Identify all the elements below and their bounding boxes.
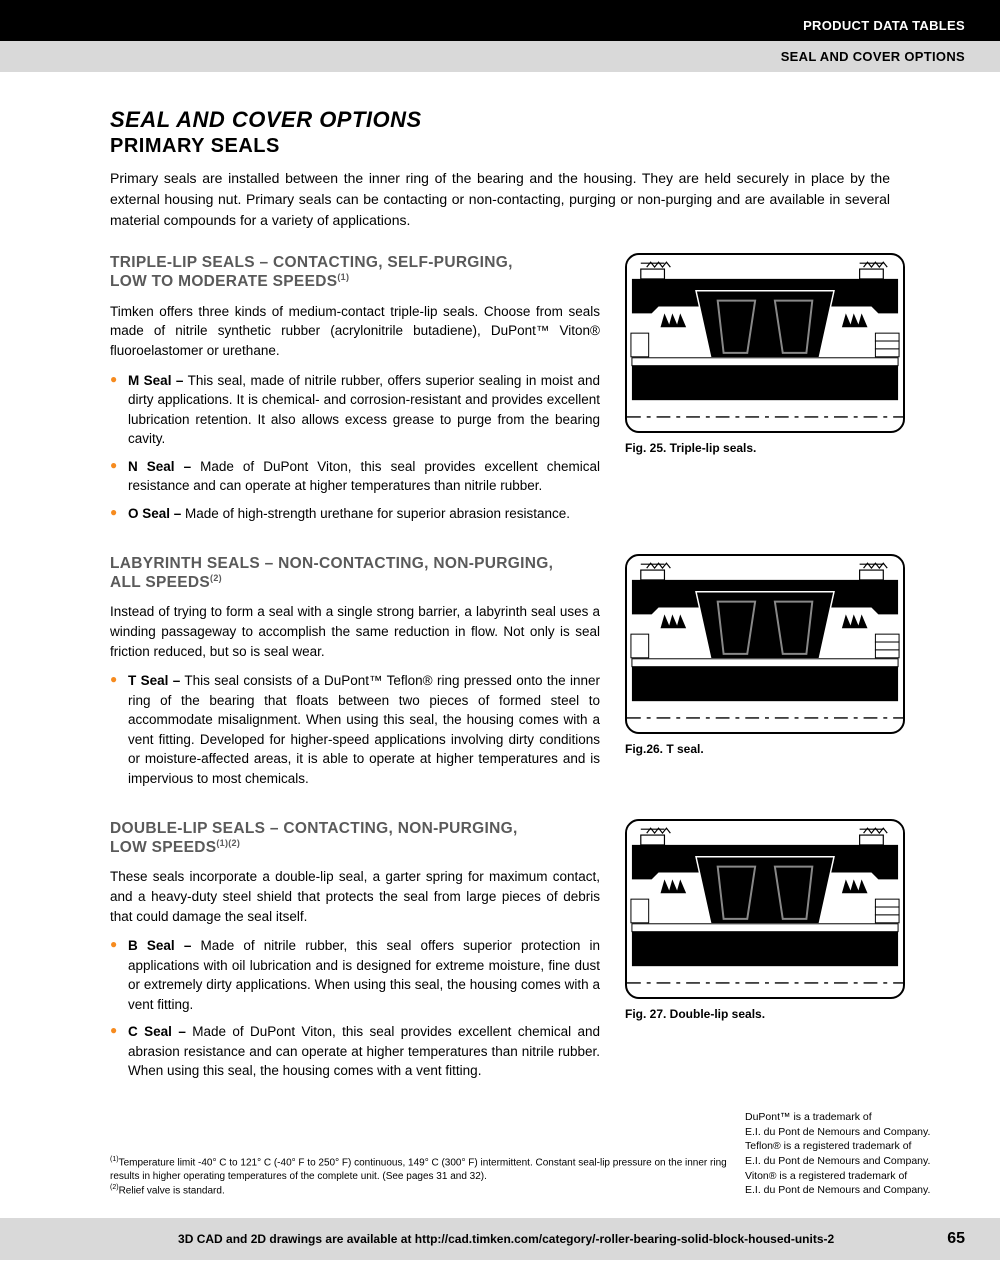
labyrinth-row: LABYRINTH SEALS – NON-CONTACTING, NON-PU… <box>110 554 965 797</box>
header-grey-bar: SEAL AND COVER OPTIONS <box>0 41 1000 72</box>
page-number: 65 <box>947 1230 965 1248</box>
labyrinth-heading: LABYRINTH SEALS – NON-CONTACTING, NON-PU… <box>110 554 600 593</box>
list-item: O Seal – Made of high-strength urethane … <box>110 504 600 524</box>
fig-26-caption: Fig.26. T seal. <box>625 742 905 756</box>
subsection-title: PRIMARY SEALS <box>110 135 965 158</box>
triple-heading: TRIPLE-LIP SEALS – CONTACTING, SELF-PURG… <box>110 253 600 292</box>
header-black-bar: PRODUCT DATA TABLES <box>0 0 1000 41</box>
list-item: T Seal – This seal consists of a DuPont™… <box>110 671 600 788</box>
intro-paragraph: Primary seals are installed between the … <box>110 168 890 231</box>
header-grey-text: SEAL AND COVER OPTIONS <box>781 49 965 64</box>
triple-lip-row: TRIPLE-LIP SEALS – CONTACTING, SELF-PURG… <box>110 253 965 532</box>
bottom-notes-row: (1)Temperature limit -40° C to 121° C (-… <box>110 1095 965 1198</box>
footer-bar: 3D CAD and 2D drawings are available at … <box>0 1218 1000 1260</box>
triple-para: Timken offers three kinds of medium-cont… <box>110 302 600 361</box>
list-item: B Seal – Made of nitrile rubber, this se… <box>110 936 600 1014</box>
footer-text: 3D CAD and 2D drawings are available at … <box>65 1232 947 1246</box>
section-title: SEAL AND COVER OPTIONS <box>110 107 965 133</box>
fig-27-caption: Fig. 27. Double-lip seals. <box>625 1007 905 1021</box>
page-content: SEAL AND COVER OPTIONS PRIMARY SEALS Pri… <box>0 72 1000 1218</box>
fig-25-diagram <box>625 253 905 433</box>
double-para: These seals incorporate a double-lip sea… <box>110 867 600 926</box>
double-list: B Seal – Made of nitrile rubber, this se… <box>110 936 600 1081</box>
list-item: M Seal – This seal, made of nitrile rubb… <box>110 371 600 449</box>
fig-26-diagram <box>625 554 905 734</box>
trademark-notice: DuPont™ is a trademark of E.I. du Pont d… <box>745 1110 965 1198</box>
header-black-text: PRODUCT DATA TABLES <box>803 18 965 33</box>
double-lip-row: DOUBLE-LIP SEALS – CONTACTING, NON-PURGI… <box>110 819 965 1090</box>
footnotes: (1)Temperature limit -40° C to 121° C (-… <box>110 1155 730 1198</box>
labyrinth-list: T Seal – This seal consists of a DuPont™… <box>110 671 600 788</box>
labyrinth-para: Instead of trying to form a seal with a … <box>110 602 600 661</box>
triple-list: M Seal – This seal, made of nitrile rubb… <box>110 371 600 524</box>
fig-25-caption: Fig. 25. Triple-lip seals. <box>625 441 905 455</box>
double-heading: DOUBLE-LIP SEALS – CONTACTING, NON-PURGI… <box>110 819 600 858</box>
list-item: C Seal – Made of DuPont Viton, this seal… <box>110 1022 600 1081</box>
list-item: N Seal – Made of DuPont Viton, this seal… <box>110 457 600 496</box>
fig-27-diagram <box>625 819 905 999</box>
